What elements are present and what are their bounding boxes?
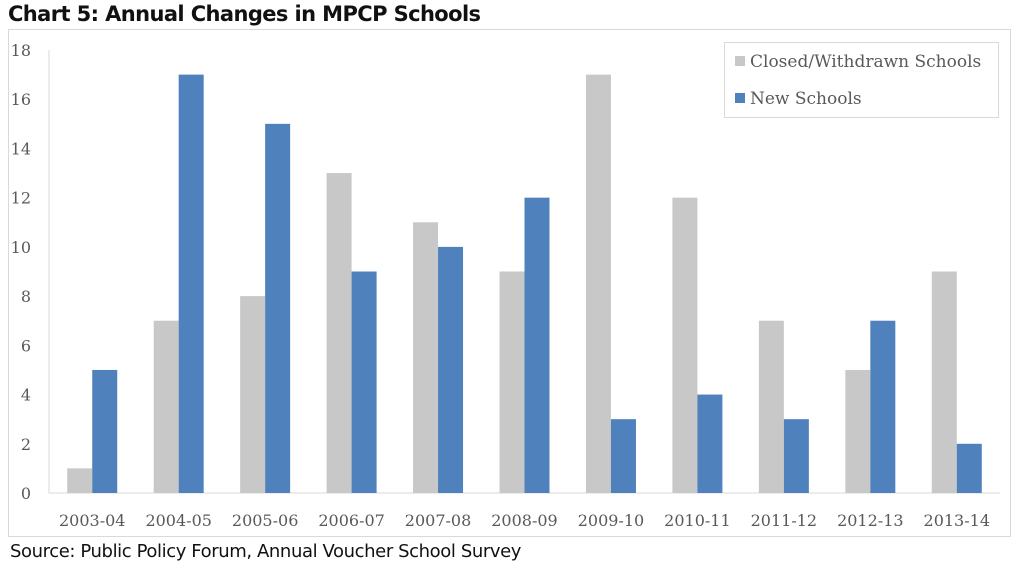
x-tick-label: 2005-06 [232, 511, 298, 530]
legend-swatch-new [735, 93, 745, 103]
bar-closed-2010-11 [672, 197, 698, 493]
x-tick-label: 2004-05 [145, 511, 211, 530]
bar-new-2003-04 [92, 369, 118, 493]
y-tick-label: 14 [11, 139, 31, 158]
bar-closed-2013-14 [931, 271, 957, 493]
bar-new-2013-14 [956, 443, 982, 493]
legend-label: New Schools [750, 89, 862, 109]
legend-box [724, 42, 999, 118]
bar-new-2007-08 [438, 246, 464, 493]
bar-closed-2005-06 [240, 296, 266, 493]
y-tick-label: 2 [21, 435, 31, 454]
x-tick-label: 2003-04 [59, 511, 125, 530]
y-tick-label: 6 [21, 336, 31, 355]
bar-closed-2004-05 [153, 320, 179, 493]
y-tick-label: 0 [21, 484, 31, 503]
bar-new-2012-13 [870, 320, 896, 493]
bar-closed-2008-09 [499, 271, 525, 493]
bar-closed-2011-12 [758, 320, 784, 493]
y-tick-label: 10 [11, 238, 31, 257]
bar-new-2011-12 [783, 419, 809, 493]
x-tick-label: 2010-11 [664, 511, 730, 530]
legend-swatch-closed [735, 56, 745, 66]
bar-closed-2006-07 [326, 173, 352, 494]
x-tick-label: 2012-13 [837, 511, 903, 530]
x-tick-label: 2007-08 [405, 511, 471, 530]
bar-closed-2007-08 [413, 222, 439, 493]
chart-title: Chart 5: Annual Changes in MPCP Schools [8, 2, 481, 26]
source-note: Source: Public Policy Forum, Annual Vouc… [10, 541, 522, 562]
bar-closed-2003-04 [67, 468, 93, 493]
y-tick-label: 8 [21, 287, 31, 306]
bar-new-2010-11 [697, 394, 723, 493]
x-tick-label: 2009-10 [578, 511, 644, 530]
x-tick-label: 2008-09 [491, 511, 557, 530]
y-tick-label: 16 [11, 90, 31, 109]
bar-closed-2009-10 [585, 74, 611, 493]
chart-frame [8, 29, 1011, 537]
bar-closed-2012-13 [845, 369, 871, 493]
bar-new-2008-09 [524, 197, 550, 493]
y-tick-label: 18 [11, 41, 31, 60]
legend-label: Closed/Withdrawn Schools [750, 52, 981, 72]
y-tick-label: 12 [11, 189, 31, 208]
bar-new-2005-06 [265, 123, 291, 493]
y-tick-label: 4 [21, 386, 31, 405]
bar-new-2004-05 [178, 74, 204, 493]
x-tick-label: 2011-12 [751, 511, 817, 530]
x-tick-label: 2013-14 [924, 511, 990, 530]
x-tick-label: 2006-07 [318, 511, 384, 530]
bar-new-2006-07 [351, 271, 377, 493]
bar-new-2009-10 [610, 419, 636, 493]
